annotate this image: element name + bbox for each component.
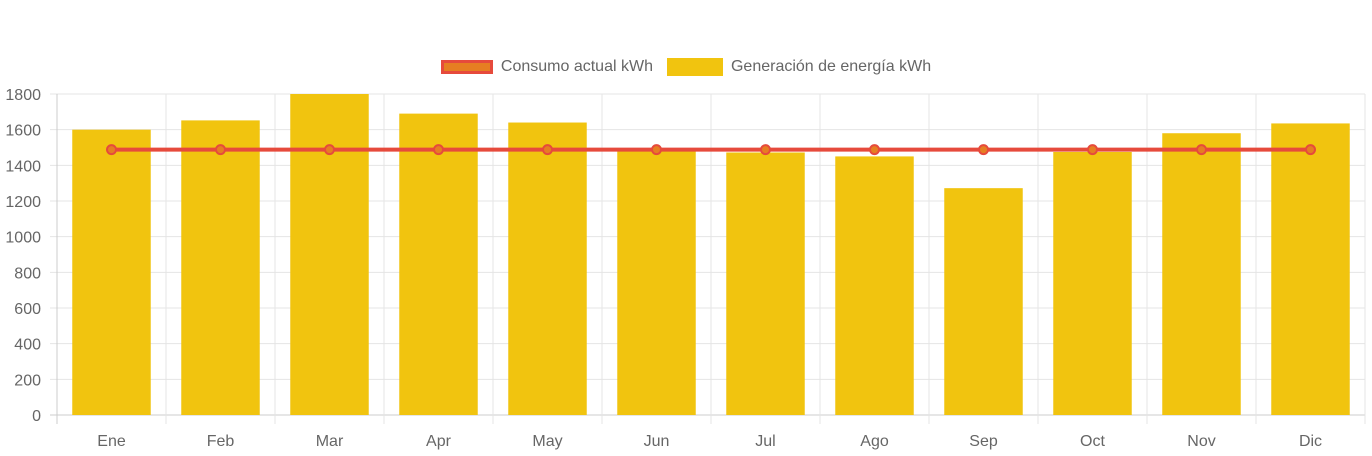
x-tick-label: Feb [207,433,235,450]
y-tick-label: 0 [32,408,41,425]
legend-swatch-generacion [666,58,723,76]
x-tick-label: Ene [97,433,126,450]
consumo-point-apr[interactable] [433,144,444,156]
x-tick-label: May [532,433,562,450]
consumo-point-may[interactable] [542,144,553,156]
x-tick-label: Jun [644,433,670,450]
consumo-point-jul[interactable] [760,144,771,156]
bar-apr[interactable] [399,113,478,415]
consumo-point-jun[interactable] [651,144,662,156]
consumo-point-ene[interactable] [106,144,117,156]
bar-ago[interactable] [835,156,914,415]
bar-oct[interactable] [1053,151,1132,416]
x-tick-label: Mar [316,433,344,450]
bar-nov[interactable] [1162,133,1241,415]
x-tick-label: Oct [1080,433,1105,450]
y-tick-label: 1000 [5,230,41,247]
y-tick-label: 1800 [5,87,41,104]
bar-feb[interactable] [181,120,260,415]
bar-mar[interactable] [290,94,369,415]
legend: Consumo actual kWh Generación de energía… [0,58,1372,76]
x-tick-label: Nov [1187,433,1215,450]
y-tick-label: 1200 [5,194,41,211]
consumo-point-dic[interactable] [1305,144,1316,156]
y-tick-label: 400 [14,337,41,354]
bar-sep[interactable] [944,188,1023,415]
bar-ene[interactable] [72,129,151,415]
x-tick-label: Jul [755,433,775,450]
y-tick-label: 800 [14,265,41,282]
legend-label-generacion: Generación de energía kWh [730,58,932,75]
legend-item-generacion[interactable]: Generación de energía kWh [666,58,932,76]
consumo-point-oct[interactable] [1087,144,1098,156]
x-tick-label: Dic [1299,433,1322,450]
consumo-point-sep[interactable] [978,144,989,156]
bar-jun[interactable] [617,149,696,416]
legend-item-consumo[interactable]: Consumo actual kWh [440,58,653,76]
y-tick-label: 1600 [5,123,41,140]
consumo-point-feb[interactable] [215,144,226,156]
consumo-point-ago[interactable] [869,144,880,156]
bar-may[interactable] [508,122,587,416]
bar-jul[interactable] [726,152,805,415]
consumo-point-nov[interactable] [1196,144,1207,156]
legend-swatch-consumo [440,60,493,74]
bar-dic[interactable] [1271,123,1350,416]
consumo-point-mar[interactable] [324,144,335,156]
y-tick-label: 200 [14,372,41,389]
y-tick-label: 1400 [5,158,41,175]
x-tick-label: Ago [860,433,889,450]
x-tick-label: Apr [426,433,452,450]
legend-label-consumo: Consumo actual kWh [500,58,653,75]
x-tick-label: Sep [969,433,998,450]
y-tick-label: 600 [14,301,41,318]
